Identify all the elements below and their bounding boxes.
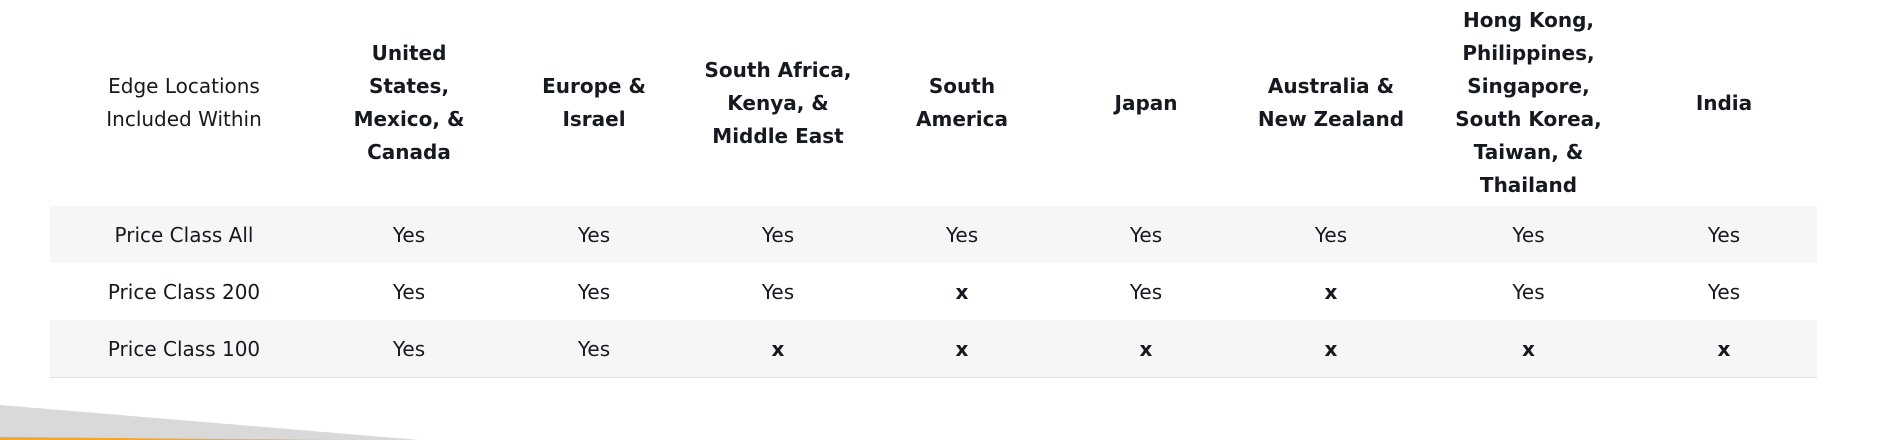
table-cell: Yes	[318, 206, 500, 263]
table-cell: Yes	[500, 320, 688, 378]
table-cell: Yes	[318, 320, 500, 378]
table-cell: x	[1426, 320, 1631, 378]
table-cell: x	[1056, 320, 1236, 378]
table-cell: Yes	[688, 206, 868, 263]
decorative-gray-wedge	[0, 405, 420, 440]
table-cell: Yes	[500, 206, 688, 263]
decorative-orange-wedge	[0, 437, 330, 440]
table-cell: x	[1324, 279, 1338, 304]
table-cell: Yes	[761, 279, 795, 304]
table-cell: x	[1236, 320, 1426, 378]
table-cell: Yes	[577, 279, 611, 304]
header-australia-new-zealand: Australia & New Zealand	[1257, 74, 1405, 131]
header-india: India	[1695, 90, 1753, 115]
header-edge-locations: Edge Locations Included Within	[106, 74, 262, 131]
table-cell: x	[868, 320, 1056, 378]
table-cell: Yes	[1236, 206, 1426, 263]
table-cell: Yes	[392, 279, 426, 304]
table-row: Price Class All Yes Yes Yes Yes Yes Yes Yes Yes	[50, 206, 1817, 263]
table-cell: Yes	[1512, 279, 1545, 304]
table-cell: x	[688, 320, 868, 378]
row-label: Price Class 200	[107, 279, 261, 304]
header-south-africa-kenya-middle-east: South Africa, Kenya, & Middle East	[704, 57, 852, 148]
table-cell: Yes	[1056, 206, 1236, 263]
table-cell: x	[1631, 320, 1817, 378]
table-cell: x	[955, 279, 969, 304]
header-japan: Japan	[1114, 90, 1178, 115]
table-cell: Yes	[1631, 206, 1817, 263]
price-class-table-container: Edge Locations Included Within United St…	[50, 0, 1817, 378]
table-row: Price Class 100 Yes Yes x x x x x x	[50, 320, 1817, 378]
decorative-corner-shape	[0, 405, 420, 440]
table-row: Price Class 200 Yes Yes Yes x Yes x Yes Yes	[50, 263, 1817, 320]
table-cell: Yes	[1707, 279, 1741, 304]
table-cell: Yes	[868, 206, 1056, 263]
table-cell: Yes	[1129, 279, 1163, 304]
header-asia-pacific: Hong Kong, Philippines, Singapore, South…	[1455, 8, 1602, 197]
header-us-mexico-canada: United States, Mexico, & Canada	[353, 41, 465, 164]
row-label: Price Class All	[50, 206, 318, 263]
price-class-table: Edge Locations Included Within United St…	[50, 0, 1817, 378]
table-header-row: Edge Locations Included Within United St…	[50, 0, 1817, 206]
row-label: Price Class 100	[50, 320, 318, 378]
header-europe-israel: Europe & Israel	[542, 74, 646, 131]
table-cell: Yes	[1426, 206, 1631, 263]
header-south-america: South America	[916, 74, 1008, 131]
